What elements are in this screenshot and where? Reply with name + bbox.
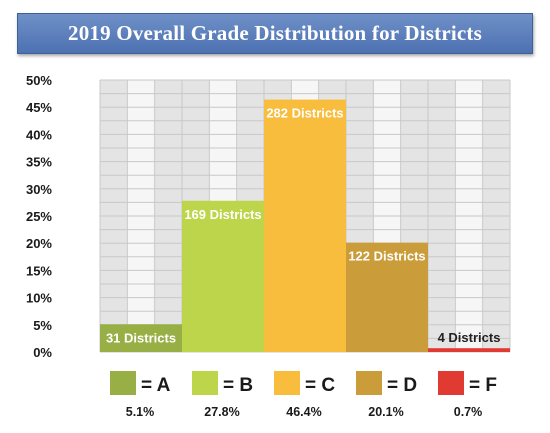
legend-key-label: = A xyxy=(141,375,171,396)
legend-percent: 20.1% xyxy=(368,405,403,419)
legend-swatch-b xyxy=(192,371,218,395)
bar-data-label: 169 Districts xyxy=(184,207,261,222)
bar-f xyxy=(428,348,510,352)
y-tick-label: 10% xyxy=(26,291,52,306)
bar-b xyxy=(182,200,264,352)
legend-key-label: = C xyxy=(305,375,335,396)
legend-percent: 5.1% xyxy=(126,405,155,419)
y-tick-label: 50% xyxy=(26,73,52,88)
y-tick-label: 25% xyxy=(26,209,52,224)
legend-swatch-c xyxy=(274,371,300,395)
y-axis: 0% 5% 10% 15% 20% 25% 30% 35% 40% 45% 50% xyxy=(26,73,52,360)
bars: 31 Districts 169 Districts 282 Districts 12… xyxy=(100,99,510,352)
y-tick-label: 30% xyxy=(26,182,52,197)
legend-key-label: = B xyxy=(223,375,253,396)
legend-percent: 46.4% xyxy=(286,405,321,419)
legend-swatch-a xyxy=(110,371,136,395)
legend-swatch-f xyxy=(438,371,464,395)
chart-title: 2019 Overall Grade Distribution for Dist… xyxy=(17,13,533,54)
legend-percent: 27.8% xyxy=(204,405,239,419)
bar-d xyxy=(346,242,428,352)
bar-c xyxy=(264,99,346,352)
legend: = A 5.1% = B 27.8% = C 46.4% = D 20.1% = F 0.7% xyxy=(110,371,497,419)
y-tick-label: 45% xyxy=(26,100,52,115)
legend-key-label: = D xyxy=(387,375,417,396)
legend-percent: 0.7% xyxy=(454,405,483,419)
y-tick-label: 20% xyxy=(26,236,52,251)
legend-swatch-d xyxy=(356,371,382,395)
bar-data-label: 4 Districts xyxy=(438,330,501,345)
bar-a xyxy=(100,324,182,352)
bar-data-label: 122 Districts xyxy=(348,249,425,264)
legend-key-label: = F xyxy=(469,375,497,396)
y-tick-label: 35% xyxy=(26,155,52,170)
y-tick-label: 5% xyxy=(33,318,52,333)
y-tick-label: 40% xyxy=(26,127,52,142)
y-tick-label: 15% xyxy=(26,263,52,278)
bar-data-label: 31 Districts xyxy=(106,330,176,345)
y-tick-label: 0% xyxy=(33,345,52,360)
bar-data-label: 282 Districts xyxy=(266,106,343,121)
